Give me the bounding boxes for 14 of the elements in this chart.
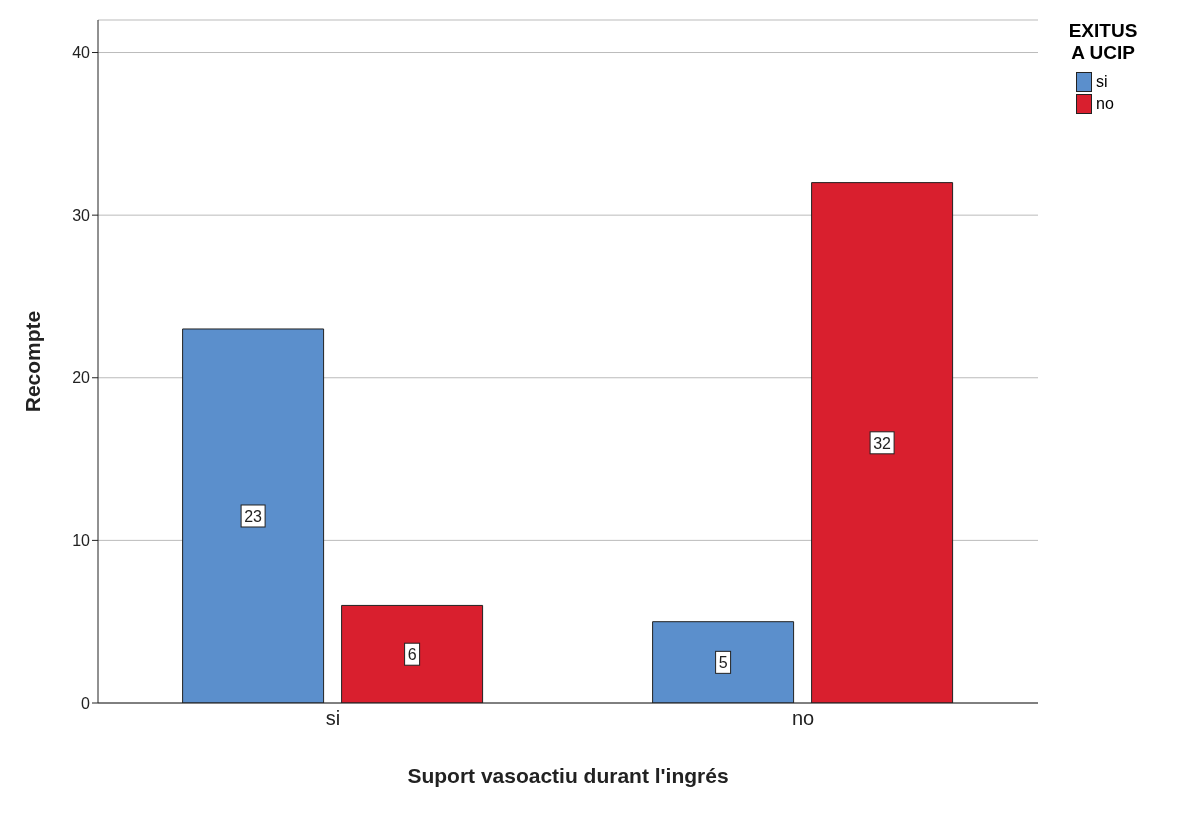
x-axis-title: Suport vasoactiu durant l'ingrés bbox=[407, 764, 729, 787]
legend-label: si bbox=[1096, 73, 1108, 91]
data-label: 6 bbox=[407, 646, 417, 664]
legend-title: EXITUS A UCIP bbox=[1067, 20, 1139, 64]
y-tick-label: 0 bbox=[81, 694, 91, 712]
data-label: 5 bbox=[718, 654, 728, 672]
y-tick-label: 10 bbox=[72, 532, 91, 550]
y-tick-label: 30 bbox=[72, 206, 91, 224]
y-tick-label: 40 bbox=[72, 44, 91, 62]
legend-label: no bbox=[1096, 95, 1114, 113]
y-axis-title: Recompte bbox=[21, 310, 45, 413]
data-label: 32 bbox=[873, 434, 892, 452]
data-label: 23 bbox=[244, 507, 263, 525]
y-tick-label: 20 bbox=[72, 369, 91, 387]
